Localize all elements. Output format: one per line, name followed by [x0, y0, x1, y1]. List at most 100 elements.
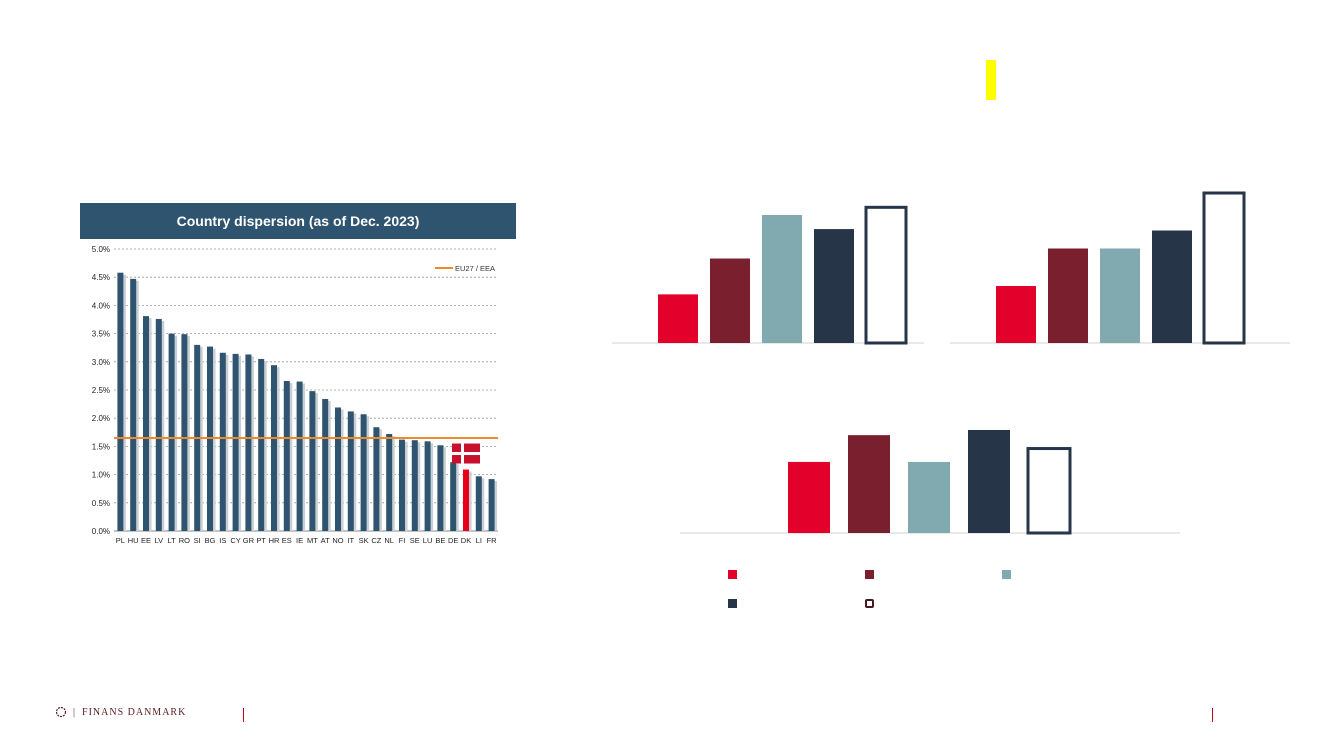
- bar: [219, 352, 226, 531]
- legend-swatch: [865, 599, 874, 608]
- bar: [424, 441, 431, 531]
- bar: [309, 391, 316, 531]
- y-tick-label: 2.0%: [92, 414, 110, 423]
- highlight-marker: [986, 60, 996, 100]
- y-tick-label: 5.0%: [92, 245, 110, 254]
- bar: [271, 365, 277, 531]
- bar: [411, 440, 418, 531]
- bar: [258, 358, 265, 531]
- bar: [762, 215, 802, 343]
- bar: [232, 353, 239, 531]
- chart-title: Country dispersion (as of Dec. 2023): [80, 203, 516, 239]
- bar: [488, 479, 495, 531]
- bar: [386, 433, 393, 531]
- panel-chart-2: [950, 191, 1290, 345]
- bar: [908, 461, 950, 533]
- bar: [1048, 248, 1088, 343]
- y-tick-label: 3.5%: [92, 330, 110, 339]
- bar: [864, 205, 908, 345]
- x-tick-label: IS: [219, 536, 226, 545]
- x-tick-label: NL: [384, 536, 394, 545]
- y-tick-label: 1.0%: [92, 471, 110, 480]
- footer-divider: [1212, 708, 1213, 722]
- bar: [1152, 230, 1192, 343]
- legend-label: EU27 / EEA: [455, 264, 495, 273]
- bar: [788, 461, 830, 533]
- bar: [373, 427, 380, 531]
- bar: [335, 407, 341, 531]
- bar: [296, 381, 303, 531]
- x-tick-label: DK: [461, 536, 471, 545]
- x-tick-label: NO: [332, 536, 343, 545]
- country-dispersion-plot: 0.0% 0.5% 1.0% 1.5% 2.0% 2.5% 3.0% 3.5% 4.0% 4.5%…: [92, 245, 498, 545]
- legend-swatch: [865, 570, 874, 579]
- bar: [117, 272, 124, 531]
- x-tick-label: IT: [347, 536, 354, 545]
- bar: [814, 229, 854, 343]
- x-tick-label: SK: [359, 536, 369, 545]
- x-tick-label: MT: [307, 536, 318, 545]
- legend-item: [865, 570, 880, 579]
- bar: [450, 462, 457, 531]
- bar: [710, 258, 750, 343]
- bar: [168, 333, 175, 531]
- x-tick-label: GR: [243, 536, 255, 545]
- bar: [155, 318, 162, 531]
- x-tick-label: HR: [269, 536, 280, 545]
- legend-swatch: [728, 599, 737, 608]
- x-tick-label: FI: [399, 536, 406, 545]
- logo-text: FINANS DANMARK: [82, 706, 187, 718]
- legend: [728, 570, 1028, 615]
- bar: [1202, 191, 1246, 345]
- x-tick-label: CY: [230, 536, 240, 545]
- country-dispersion-chart: Country dispersion (as of Dec. 2023) 0.0…: [80, 203, 516, 553]
- y-tick-label: 4.5%: [92, 273, 110, 282]
- bar: [283, 380, 290, 531]
- x-tick-label: LT: [167, 536, 176, 545]
- bar: [1100, 248, 1140, 343]
- finans-danmark-logo: | FINANS DANMARK: [55, 706, 186, 718]
- x-tick-label: SE: [410, 536, 420, 545]
- x-tick-label: PL: [116, 536, 125, 545]
- bar: [347, 411, 354, 531]
- legend-item: [1002, 570, 1017, 579]
- bar: [399, 439, 405, 531]
- bar: [360, 414, 367, 531]
- legend-item: [728, 570, 743, 579]
- x-tick-label: LU: [423, 536, 433, 545]
- bar: [996, 286, 1036, 343]
- x-tick-label: RO: [179, 536, 190, 545]
- y-tick-label: 3.0%: [92, 358, 110, 367]
- y-tick-label: 1.5%: [92, 442, 110, 451]
- y-tick-label: 0.0%: [92, 527, 110, 536]
- y-tick-label: 0.5%: [92, 499, 110, 508]
- bar: [658, 294, 698, 343]
- x-tick-label: EE: [141, 536, 151, 545]
- x-tick-label: AT: [321, 536, 330, 545]
- legend-swatch: [1002, 570, 1011, 579]
- x-tick-label: PT: [256, 536, 266, 545]
- panel-chart-1: [612, 205, 924, 345]
- x-tick-label: CZ: [371, 536, 381, 545]
- footer-divider: [243, 708, 244, 722]
- bar: [475, 476, 482, 531]
- x-tick-label: BG: [205, 536, 216, 545]
- legend-swatch: [728, 570, 737, 579]
- legend-item: [728, 599, 743, 608]
- x-tick-label: FR: [487, 536, 498, 545]
- bar: [463, 469, 469, 531]
- denmark-flag-icon: [452, 443, 480, 464]
- y-tick-label: 4.0%: [92, 301, 110, 310]
- legend-item: [865, 599, 880, 608]
- bar: [1026, 447, 1072, 535]
- bar: [322, 399, 329, 531]
- bar: [437, 445, 444, 531]
- x-tick-label: IE: [296, 536, 303, 545]
- x-tick-label: LI: [476, 536, 482, 545]
- x-tick-label: SI: [194, 536, 201, 545]
- x-tick-label: LV: [154, 536, 163, 545]
- bar: [848, 435, 890, 533]
- y-tick-label: 2.5%: [92, 386, 110, 395]
- x-tick-label: DE: [448, 536, 458, 545]
- panel-chart-3: [680, 430, 1180, 535]
